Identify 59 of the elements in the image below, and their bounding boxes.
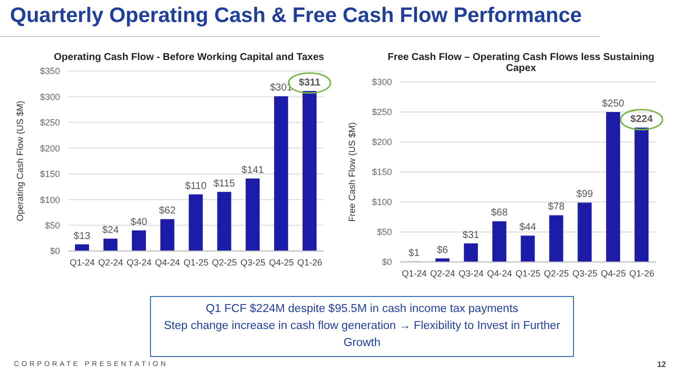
x-tick-label: Q3-25 xyxy=(572,268,598,278)
y-tick-label: $100 xyxy=(40,194,60,205)
data-label: $1 xyxy=(408,248,420,259)
data-label: $110 xyxy=(185,180,207,192)
x-tick-label: Q2-25 xyxy=(212,257,237,268)
data-label: $68 xyxy=(490,208,508,219)
y-tick-label: $150 xyxy=(40,169,60,180)
data-label: $250 xyxy=(602,98,625,110)
x-tick-label: Q3-24 xyxy=(458,268,484,278)
y-tick-label: $200 xyxy=(372,137,392,148)
x-tick-label: Q2-24 xyxy=(430,268,456,278)
x-tick-label: Q2-24 xyxy=(98,257,124,268)
x-tick-label: Q3-24 xyxy=(126,257,152,268)
y-tick-label: $350 xyxy=(40,66,60,76)
x-tick-label: Q3-25 xyxy=(240,257,266,268)
y-tick-label: $100 xyxy=(372,197,392,208)
x-tick-label: Q4-25 xyxy=(268,257,294,268)
data-label: $40 xyxy=(130,216,148,228)
x-tick-label: Q4-24 xyxy=(487,268,512,278)
x-tick-label: Q1-25 xyxy=(515,268,541,278)
data-label: $115 xyxy=(213,178,236,190)
data-label: $13 xyxy=(74,230,91,242)
data-label: $44 xyxy=(519,222,537,234)
x-tick-label: Q4-24 xyxy=(155,257,180,268)
y-tick-label: $250 xyxy=(40,118,60,128)
data-label: $24 xyxy=(102,225,120,236)
x-tick-label: Q1-24 xyxy=(402,268,427,278)
y-tick-label: $50 xyxy=(44,220,60,230)
data-label: $301 xyxy=(270,82,293,94)
y-tick-label: $150 xyxy=(372,167,392,178)
y-tick-label: $300 xyxy=(40,92,60,102)
x-tick-label: Q1-24 xyxy=(70,257,95,268)
data-label: $311 xyxy=(298,78,321,89)
x-tick-label: Q1-26 xyxy=(297,257,322,268)
data-label: $31 xyxy=(462,230,480,241)
x-tick-label: Q2-25 xyxy=(544,268,569,278)
y-axis-title: Free Cash Flow (US $M) xyxy=(347,122,358,222)
data-label: $224 xyxy=(630,114,654,126)
x-tick-label: Q1-25 xyxy=(183,257,209,268)
y-axis-title: Operating Cash Flow (US $M) xyxy=(15,100,26,222)
data-label: $78 xyxy=(548,202,565,213)
text: 12 xyxy=(657,360,666,369)
y-tick-label: $300 xyxy=(372,77,392,88)
chart-subtitle: Free Cash Flow – Operating Cash Flows less Sustaining Capex xyxy=(386,52,656,74)
data-label: $6 xyxy=(436,244,448,256)
text: Step change increase in cash flow generation → Flexibility to Invest in Further Growth xyxy=(162,319,562,351)
y-tick-label: $250 xyxy=(372,107,392,118)
x-tick-label: Q1-26 xyxy=(629,268,654,278)
y-tick-label: $0 xyxy=(50,246,60,256)
data-label: $62 xyxy=(158,206,176,217)
chart-title: Quarterly Operating Cash & Free Cash Flow Performance xyxy=(10,4,582,28)
chart-subtitle: Operating Cash Flow - Before Working Capital and Taxes xyxy=(52,52,326,63)
text: Q1 FCF $224M despite $95.5M in cash income tax payments xyxy=(204,302,520,317)
x-tick-label: Q4-25 xyxy=(600,268,626,278)
y-tick-label: $50 xyxy=(376,227,392,238)
y-tick-label: $200 xyxy=(40,143,60,154)
data-label: $141 xyxy=(242,164,264,176)
y-tick-label: $0 xyxy=(382,257,392,268)
data-label: $99 xyxy=(576,189,594,200)
